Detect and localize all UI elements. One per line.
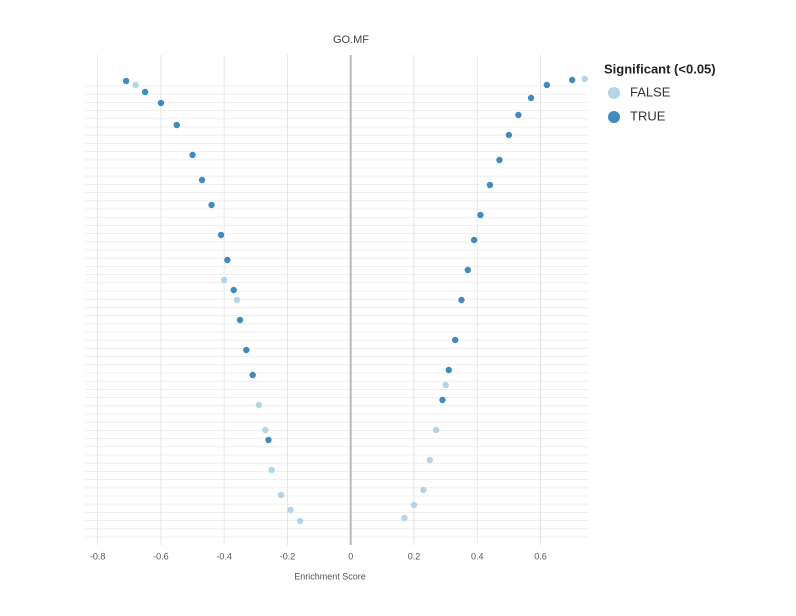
point [157,99,165,107]
point [410,501,418,509]
point [470,236,478,244]
point [477,211,484,219]
point [277,491,285,499]
point [173,121,180,129]
point [442,381,449,389]
point [568,76,576,84]
point [265,436,272,444]
x-tick-label: 0.6 [534,551,547,561]
point [543,81,551,89]
point [451,336,459,344]
x-tick-label: -0.6 [153,551,169,561]
point [224,256,231,264]
point [122,77,130,85]
point [527,94,535,102]
x-tick-label: -0.4 [216,551,232,561]
point [296,517,304,525]
point [268,466,275,474]
point [401,514,408,522]
point [243,346,250,354]
point [132,81,139,89]
legend-label: FALSE [630,84,671,99]
point [249,371,256,379]
x-tick-label: 0 [348,551,353,561]
point [287,506,294,514]
point [581,75,589,83]
legend-swatch [608,111,620,123]
legend-title: Significant (<0.05) [604,61,716,76]
point [255,401,263,409]
point [198,176,206,184]
point [236,316,244,324]
point [230,286,237,294]
point [505,131,513,139]
point [432,426,440,434]
x-axis-label: Enrichment Score [294,571,366,581]
point [496,156,503,164]
x-tick-label: 0.4 [471,551,484,561]
point [458,296,465,304]
point [141,88,149,96]
point [208,201,215,209]
legend-swatch [608,87,620,99]
point [220,276,228,284]
point [262,426,269,434]
legend-label: TRUE [630,108,666,123]
x-tick-label: -0.2 [280,551,296,561]
point [515,111,522,119]
point [233,296,241,304]
point [420,486,427,494]
point [439,396,446,404]
point [445,366,453,374]
point [426,456,434,464]
point [189,151,196,159]
point [486,181,494,189]
x-tick-label: -0.8 [90,551,106,561]
point [217,231,225,239]
point [464,266,471,274]
x-tick-label: 0.2 [408,551,421,561]
chart-title: GO.MF [333,34,369,46]
